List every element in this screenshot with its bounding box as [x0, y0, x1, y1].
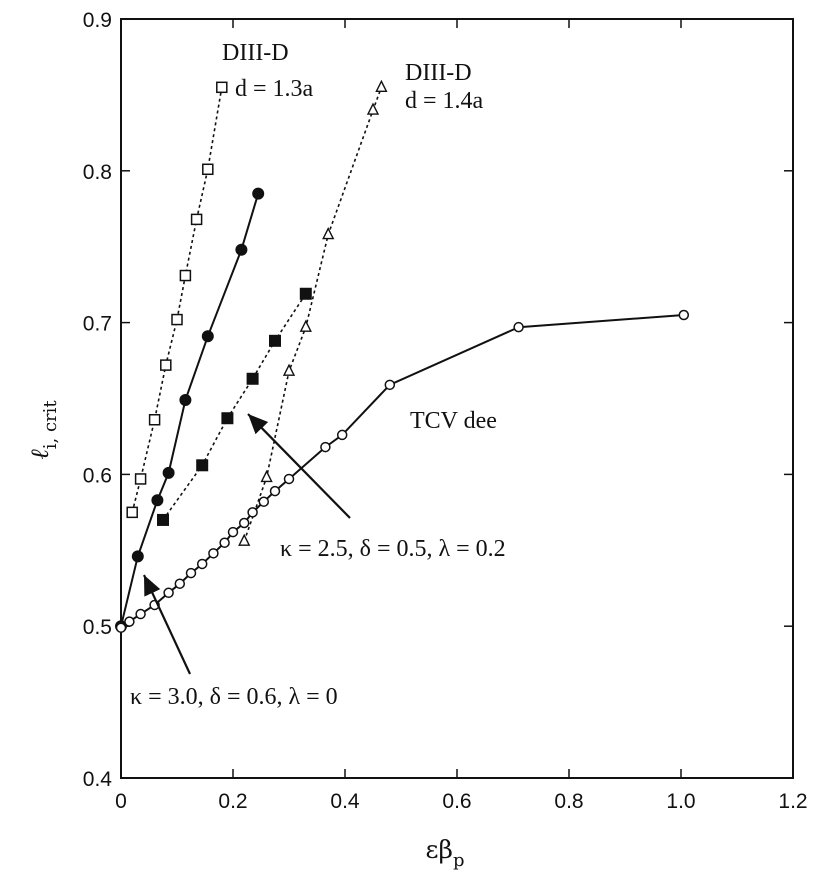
- data-point-square-filled: [246, 372, 259, 385]
- annotation-diii-d-14-sub: d = 1.4a: [405, 88, 484, 114]
- data-point-circle-filled: [179, 394, 192, 407]
- data-point-triangle-open: [238, 533, 251, 546]
- ticks: 0 0.2 0.4 0.6 0.8 1.0 1.2 0.4 0.5 0.6 0.7 0.8 0.9: [83, 9, 808, 813]
- series-line-5: [120, 314, 684, 629]
- data-point-circle-open: [238, 517, 250, 529]
- annotation-tcv-dee: TCV dee: [410, 408, 497, 434]
- data-point-circle-open: [513, 321, 524, 333]
- data-point-circle-filled: [151, 494, 164, 507]
- plot-frame: [120, 18, 794, 779]
- series-line-4: [243, 87, 383, 542]
- data-point-circle-open: [196, 558, 208, 570]
- x-tick-label: 0.8: [554, 790, 583, 813]
- data-point-circle-filled: [162, 466, 175, 479]
- data-point-square-filled: [299, 287, 312, 300]
- y-axis-label-sub: i, crit: [40, 400, 61, 450]
- series-line-1: [131, 87, 223, 513]
- y-tick-label: 0.6: [83, 464, 112, 487]
- data-point-circle-open: [227, 526, 239, 538]
- data-point-circle-filled: [252, 187, 265, 200]
- data-point-circle-open: [336, 429, 348, 441]
- x-axis-label-main: εβ: [426, 835, 453, 864]
- data-point-square-open: [190, 213, 203, 226]
- annotation-kappa-3-0: κ = 3.0, δ = 0.6, λ = 0: [130, 684, 338, 710]
- x-tick-label: 1.2: [778, 790, 807, 813]
- svg-text:ℓi, crit: ℓi, crit: [25, 400, 61, 460]
- y-tick-label: 0.5: [83, 616, 112, 639]
- data-point-triangle-open: [299, 319, 312, 332]
- y-axis-label-main: ℓ: [25, 449, 54, 460]
- data-point-square-filled: [196, 459, 209, 472]
- y-tick-label: 0.9: [83, 9, 112, 32]
- x-tick-label: 1.0: [666, 790, 695, 813]
- y-axis-label: ℓi, crit: [25, 400, 61, 460]
- data-point-circle-filled: [201, 330, 214, 343]
- data-point-square-filled: [269, 334, 281, 347]
- annotation-diii-d-14-title: DIII-D: [405, 60, 472, 86]
- series-line-2: [120, 193, 260, 627]
- data-point-square-open: [160, 359, 172, 371]
- data-point-triangle-open: [282, 363, 296, 376]
- data-point-square-filled: [221, 412, 234, 425]
- x-axis-label-sub: p: [453, 850, 465, 871]
- arrow-kappa-3-0: [143, 574, 191, 675]
- data-point-circle-filled: [131, 550, 144, 563]
- data-point-square-open: [202, 163, 214, 176]
- y-tick-label: 0.4: [83, 768, 113, 791]
- data-point-circle-open: [258, 496, 270, 507]
- annotation-diii-d-13-title: DIII-D: [222, 40, 289, 66]
- data-point-circle-open: [219, 537, 230, 548]
- data-point-circle-open: [174, 578, 186, 589]
- x-tick-label: 0: [115, 790, 127, 813]
- x-tick-label: 0.6: [442, 790, 471, 813]
- annotation-kappa-2-5: κ = 2.5, δ = 0.5, λ = 0.2: [280, 536, 506, 562]
- data-point-circle-open: [208, 548, 219, 559]
- y-tick-label: 0.7: [83, 313, 112, 336]
- data-point-circle-filled: [235, 243, 248, 256]
- data-point-circle-open: [124, 616, 135, 627]
- data-point-square-open: [179, 269, 192, 282]
- data-point-square-open: [171, 313, 183, 326]
- series-line-3: [162, 293, 307, 521]
- data-point-circle-open: [163, 587, 174, 599]
- data-point-circle-open: [283, 473, 295, 485]
- data-point-square-filled: [157, 513, 169, 526]
- data-point-circle-open: [678, 309, 690, 321]
- annotation-diii-d-13-sub: d = 1.3a: [235, 76, 314, 102]
- data-point-square-open: [148, 414, 161, 426]
- y-tick-label: 0.8: [83, 161, 112, 184]
- x-tick-label: 0.4: [330, 790, 360, 813]
- arrow-kappa-2-5: [247, 413, 351, 519]
- data-point-circle-open: [384, 379, 396, 391]
- data-point-circle-open: [185, 567, 197, 579]
- data-point-circle-open: [269, 485, 281, 497]
- data-point-circle-open: [320, 441, 331, 453]
- data-point-square-open: [126, 506, 138, 519]
- data-point-circle-open: [115, 622, 127, 633]
- data-point-triangle-open: [375, 79, 388, 93]
- x-tick-label: 0.2: [218, 790, 247, 813]
- data-point-circle-open: [247, 507, 258, 518]
- data-point-triangle-open: [366, 102, 380, 115]
- data-point-triangle-open: [260, 469, 273, 483]
- data-point-square-open: [216, 81, 228, 94]
- x-axis-label: εβp: [426, 835, 465, 871]
- data-point-square-open: [134, 473, 147, 485]
- data-point-circle-open: [135, 608, 146, 620]
- data-point-triangle-open: [322, 226, 335, 240]
